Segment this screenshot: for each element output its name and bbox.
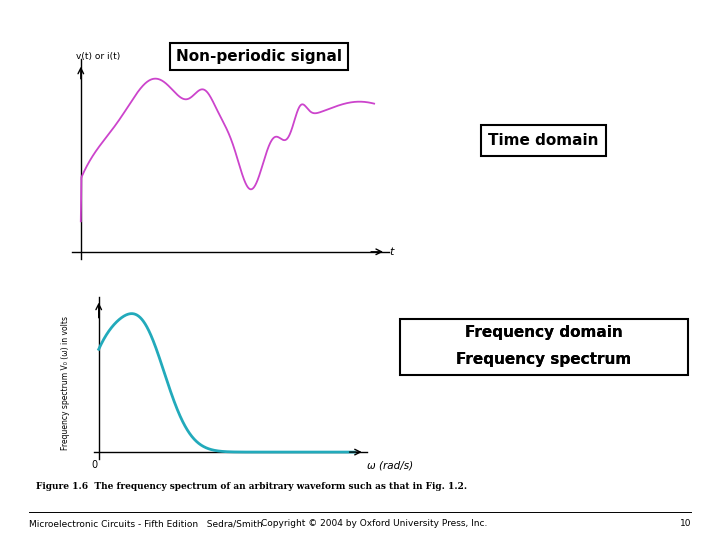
Text: 0: 0 — [92, 461, 98, 470]
Text: Copyright © 2004 by Oxford University Press, Inc.: Copyright © 2004 by Oxford University Pr… — [261, 519, 487, 529]
Text: Frequency spectrum: Frequency spectrum — [456, 352, 631, 367]
Text: ω (rad/s): ω (rad/s) — [367, 461, 413, 470]
Text: Frequency domain: Frequency domain — [464, 325, 623, 340]
Text: t: t — [389, 247, 393, 257]
Text: 10: 10 — [680, 519, 691, 529]
Text: Frequency domain: Frequency domain — [464, 325, 623, 340]
Text: v(t) or i(t): v(t) or i(t) — [76, 52, 121, 61]
Text: Time domain: Time domain — [488, 133, 599, 148]
Text: Figure 1.6  The frequency spectrum of an arbitrary waveform such as that in Fig.: Figure 1.6 The frequency spectrum of an … — [36, 482, 467, 491]
Text: Non-periodic signal: Non-periodic signal — [176, 49, 342, 64]
Text: Microelectronic Circuits - Fifth Edition   Sedra/Smith: Microelectronic Circuits - Fifth Edition… — [29, 519, 262, 529]
Text: Frequency spectrum V₀ (ω) in volts: Frequency spectrum V₀ (ω) in volts — [61, 316, 70, 450]
Text: Frequency spectrum: Frequency spectrum — [456, 352, 631, 367]
